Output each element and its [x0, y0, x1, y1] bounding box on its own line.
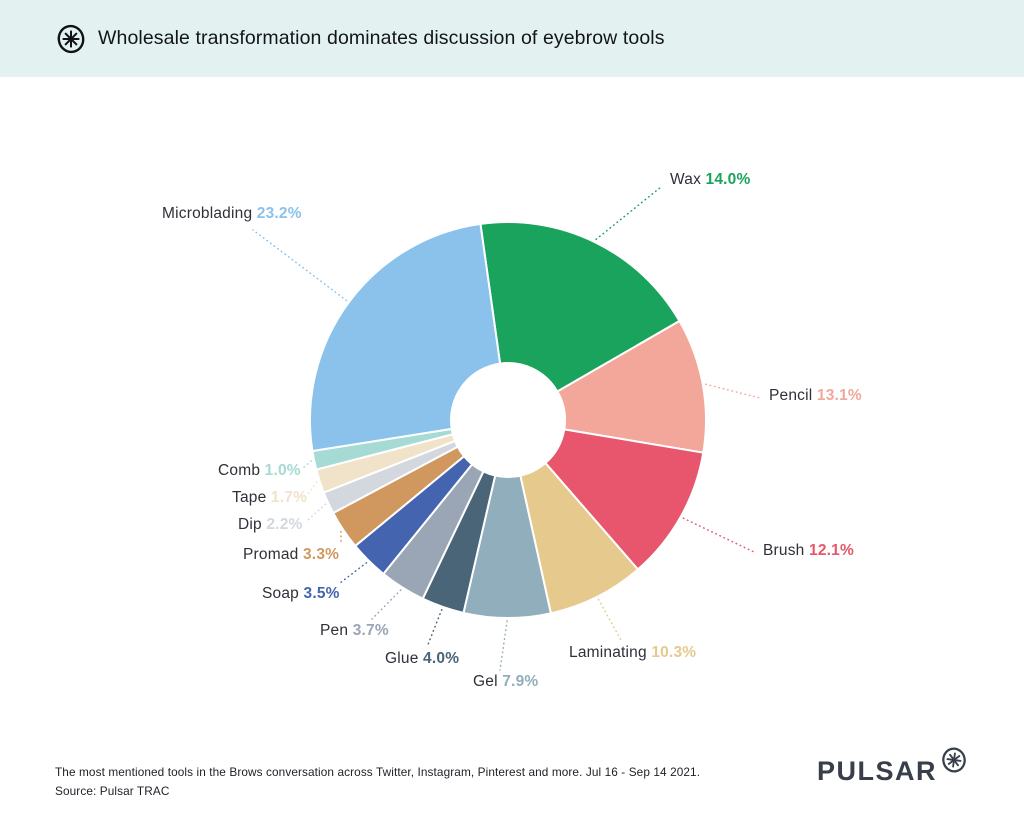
leader-line-pen	[371, 589, 402, 620]
leader-line-comb	[301, 460, 312, 470]
pulsar-asterisk-brand-icon	[940, 746, 968, 774]
leader-line-microblading	[252, 229, 348, 302]
brand-wordmark: PULSAR	[816, 756, 937, 786]
leader-line-tape	[307, 481, 318, 495]
caption-line2: Source: Pulsar TRAC	[55, 783, 170, 798]
slice-pencil	[556, 320, 707, 454]
leader-line-gel	[499, 620, 508, 671]
brand-lockup: PULSAR	[817, 746, 968, 785]
leader-line-laminating	[597, 598, 622, 641]
leader-line-glue	[426, 609, 443, 648]
header-bar: Wholesale transformation dominates discu…	[0, 0, 1024, 77]
chart-caption: The most mentioned tools in the Brows co…	[55, 763, 700, 800]
slice-brush	[544, 428, 705, 571]
leader-line-soap	[339, 561, 368, 584]
leader-line-pencil	[705, 383, 761, 399]
leader-line-brush	[682, 517, 755, 553]
slice-microblading	[309, 222, 502, 452]
pulsar-asterisk-logo-icon	[55, 23, 87, 55]
caption-line1: The most mentioned tools in the Brows co…	[55, 765, 701, 779]
leader-line-dip	[306, 503, 327, 522]
leader-line-wax	[595, 186, 662, 241]
page-title: Wholesale transformation dominates discu…	[98, 27, 665, 49]
